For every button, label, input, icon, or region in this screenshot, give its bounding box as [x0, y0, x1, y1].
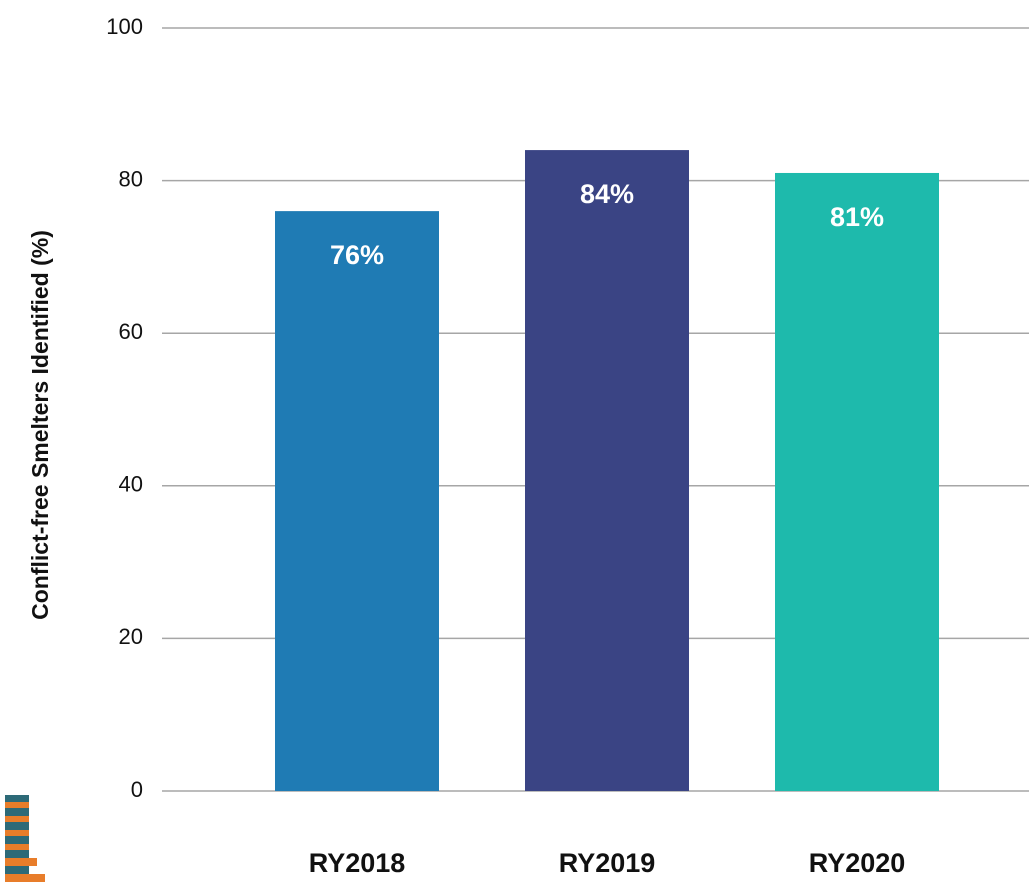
decoration — [5, 795, 45, 882]
data-label: 76% — [330, 240, 384, 270]
bar — [525, 150, 689, 791]
bar — [275, 211, 439, 791]
data-label: 84% — [580, 179, 634, 209]
y-tick-label: 0 — [131, 777, 143, 802]
y-tick-label: 80 — [119, 166, 143, 191]
x-tick-label: RY2020 — [809, 848, 906, 878]
data-label: 81% — [830, 202, 884, 232]
x-tick-label: RY2018 — [309, 848, 406, 878]
y-axis-label: Conflict-free Smelters Identified (%) — [27, 230, 53, 620]
y-tick-label: 40 — [119, 472, 143, 497]
x-tick-label: RY2019 — [559, 848, 656, 878]
y-tick-label: 100 — [106, 14, 143, 39]
y-tick-label: 20 — [119, 624, 143, 649]
y-tick-label: 60 — [119, 319, 143, 344]
bar — [775, 172, 939, 792]
